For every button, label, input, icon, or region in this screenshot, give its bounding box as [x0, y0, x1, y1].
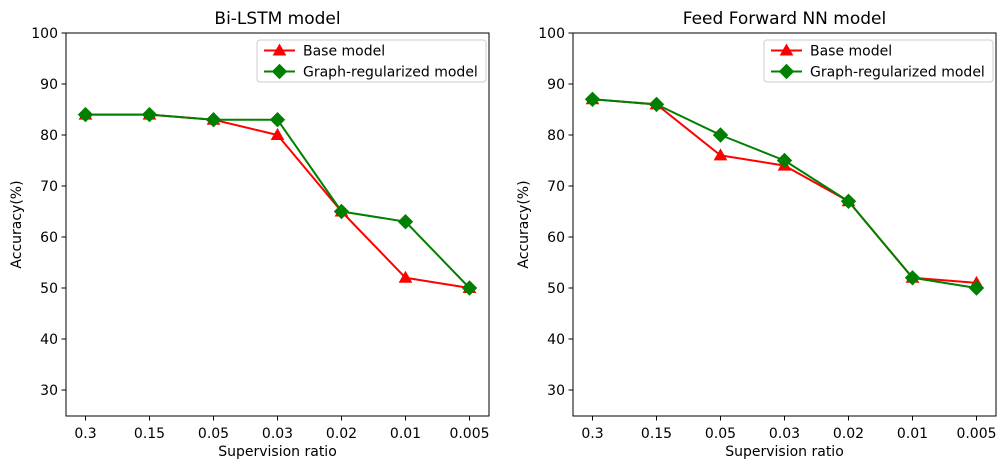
plot-area-border	[572, 32, 997, 417]
y-tick-label: 30	[40, 383, 58, 399]
x-tick-label: 0.05	[705, 426, 736, 442]
diamond-marker	[77, 106, 94, 123]
legend-triangle-marker	[779, 43, 794, 56]
legend-label: Base model	[303, 43, 385, 59]
x-tick-label: 0.01	[897, 426, 928, 442]
diamond-marker	[461, 280, 478, 296]
diamond-marker	[397, 213, 414, 230]
legend-label: Base model	[810, 43, 892, 59]
diamond-marker	[840, 193, 857, 210]
legend-diamond-marker	[271, 63, 288, 80]
series-graph-regularized-model	[584, 91, 985, 296]
diamond-marker	[269, 111, 286, 128]
chart-title: Bi-LSTM model	[214, 9, 340, 29]
legend-label: Graph-regularized model	[810, 64, 985, 80]
diamond-marker	[712, 127, 729, 143]
legend-box	[763, 39, 994, 83]
subplot-1: Feed Forward NN model 30 40 50 60 70 80 90 100 0.…	[516, 9, 997, 460]
chart-title: Feed Forward NN model	[683, 9, 887, 29]
y-tick-label: 100	[31, 26, 58, 42]
x-tick-label: 0.01	[390, 426, 421, 442]
legend: Base model Graph-regularized model	[256, 39, 487, 83]
x-axis-label: Supervision ratio	[725, 444, 844, 460]
series-line	[591, 98, 978, 289]
y-tick-label: 40	[547, 332, 565, 348]
plot-area-border	[65, 32, 490, 417]
diamond-marker	[584, 91, 601, 108]
series-graph-regularized-model	[77, 106, 478, 296]
legend-label: Graph-regularized model	[303, 64, 478, 80]
legend-triangle-marker	[272, 43, 287, 56]
legend: Base model Graph-regularized model	[763, 39, 994, 83]
triangle-marker	[398, 270, 413, 283]
legend-box	[256, 39, 487, 83]
y-tick-label: 50	[547, 281, 565, 297]
triangle-marker	[713, 148, 728, 161]
diamond-marker	[904, 270, 921, 286]
y-tick-label: 80	[547, 128, 565, 144]
y-tick-label: 30	[547, 383, 565, 399]
y-tick-label: 90	[40, 77, 58, 93]
x-tick-label: 0.03	[769, 426, 800, 442]
diamond-marker	[205, 111, 222, 128]
x-tick-label: 0.03	[262, 426, 293, 442]
diamond-marker	[333, 203, 350, 220]
x-tick-label: 0.005	[449, 426, 489, 442]
y-tick-label: 90	[547, 77, 565, 93]
y-axis-label: Accuracy(%)	[516, 180, 532, 268]
x-tick-label: 0.15	[134, 426, 165, 442]
x-tick-label: 0.02	[833, 426, 864, 442]
y-tick-label: 60	[40, 230, 58, 246]
series-line	[84, 113, 471, 289]
diamond-marker	[141, 106, 158, 123]
diamond-marker	[648, 96, 665, 113]
legend-diamond-marker	[778, 63, 795, 80]
x-tick-label: 0.05	[198, 426, 229, 442]
y-tick-label: 60	[547, 230, 565, 246]
x-tick-label: 0.02	[326, 426, 357, 442]
series-base-model	[78, 107, 477, 293]
y-tick-label: 80	[40, 128, 58, 144]
x-tick-label: 0.3	[581, 426, 603, 442]
series-base-model	[585, 92, 984, 288]
diamond-marker	[968, 280, 985, 296]
triangle-marker	[270, 127, 285, 140]
series-line	[84, 113, 471, 289]
x-axis-label: Supervision ratio	[218, 444, 337, 460]
y-tick-label: 70	[547, 179, 565, 195]
y-tick-label: 70	[40, 179, 58, 195]
series-line	[591, 98, 978, 284]
y-tick-label: 40	[40, 332, 58, 348]
x-tick-label: 0.005	[956, 426, 996, 442]
subplot-0: Bi-LSTM model 30 40 50 60 70 80 90 100 0.3 0.15 0.0…	[9, 9, 490, 460]
y-tick-label: 100	[538, 26, 565, 42]
x-tick-label: 0.15	[641, 426, 672, 442]
diamond-marker	[776, 152, 793, 169]
y-axis-label: Accuracy(%)	[9, 180, 25, 268]
x-tick-label: 0.3	[74, 426, 96, 442]
y-tick-label: 50	[40, 281, 58, 297]
